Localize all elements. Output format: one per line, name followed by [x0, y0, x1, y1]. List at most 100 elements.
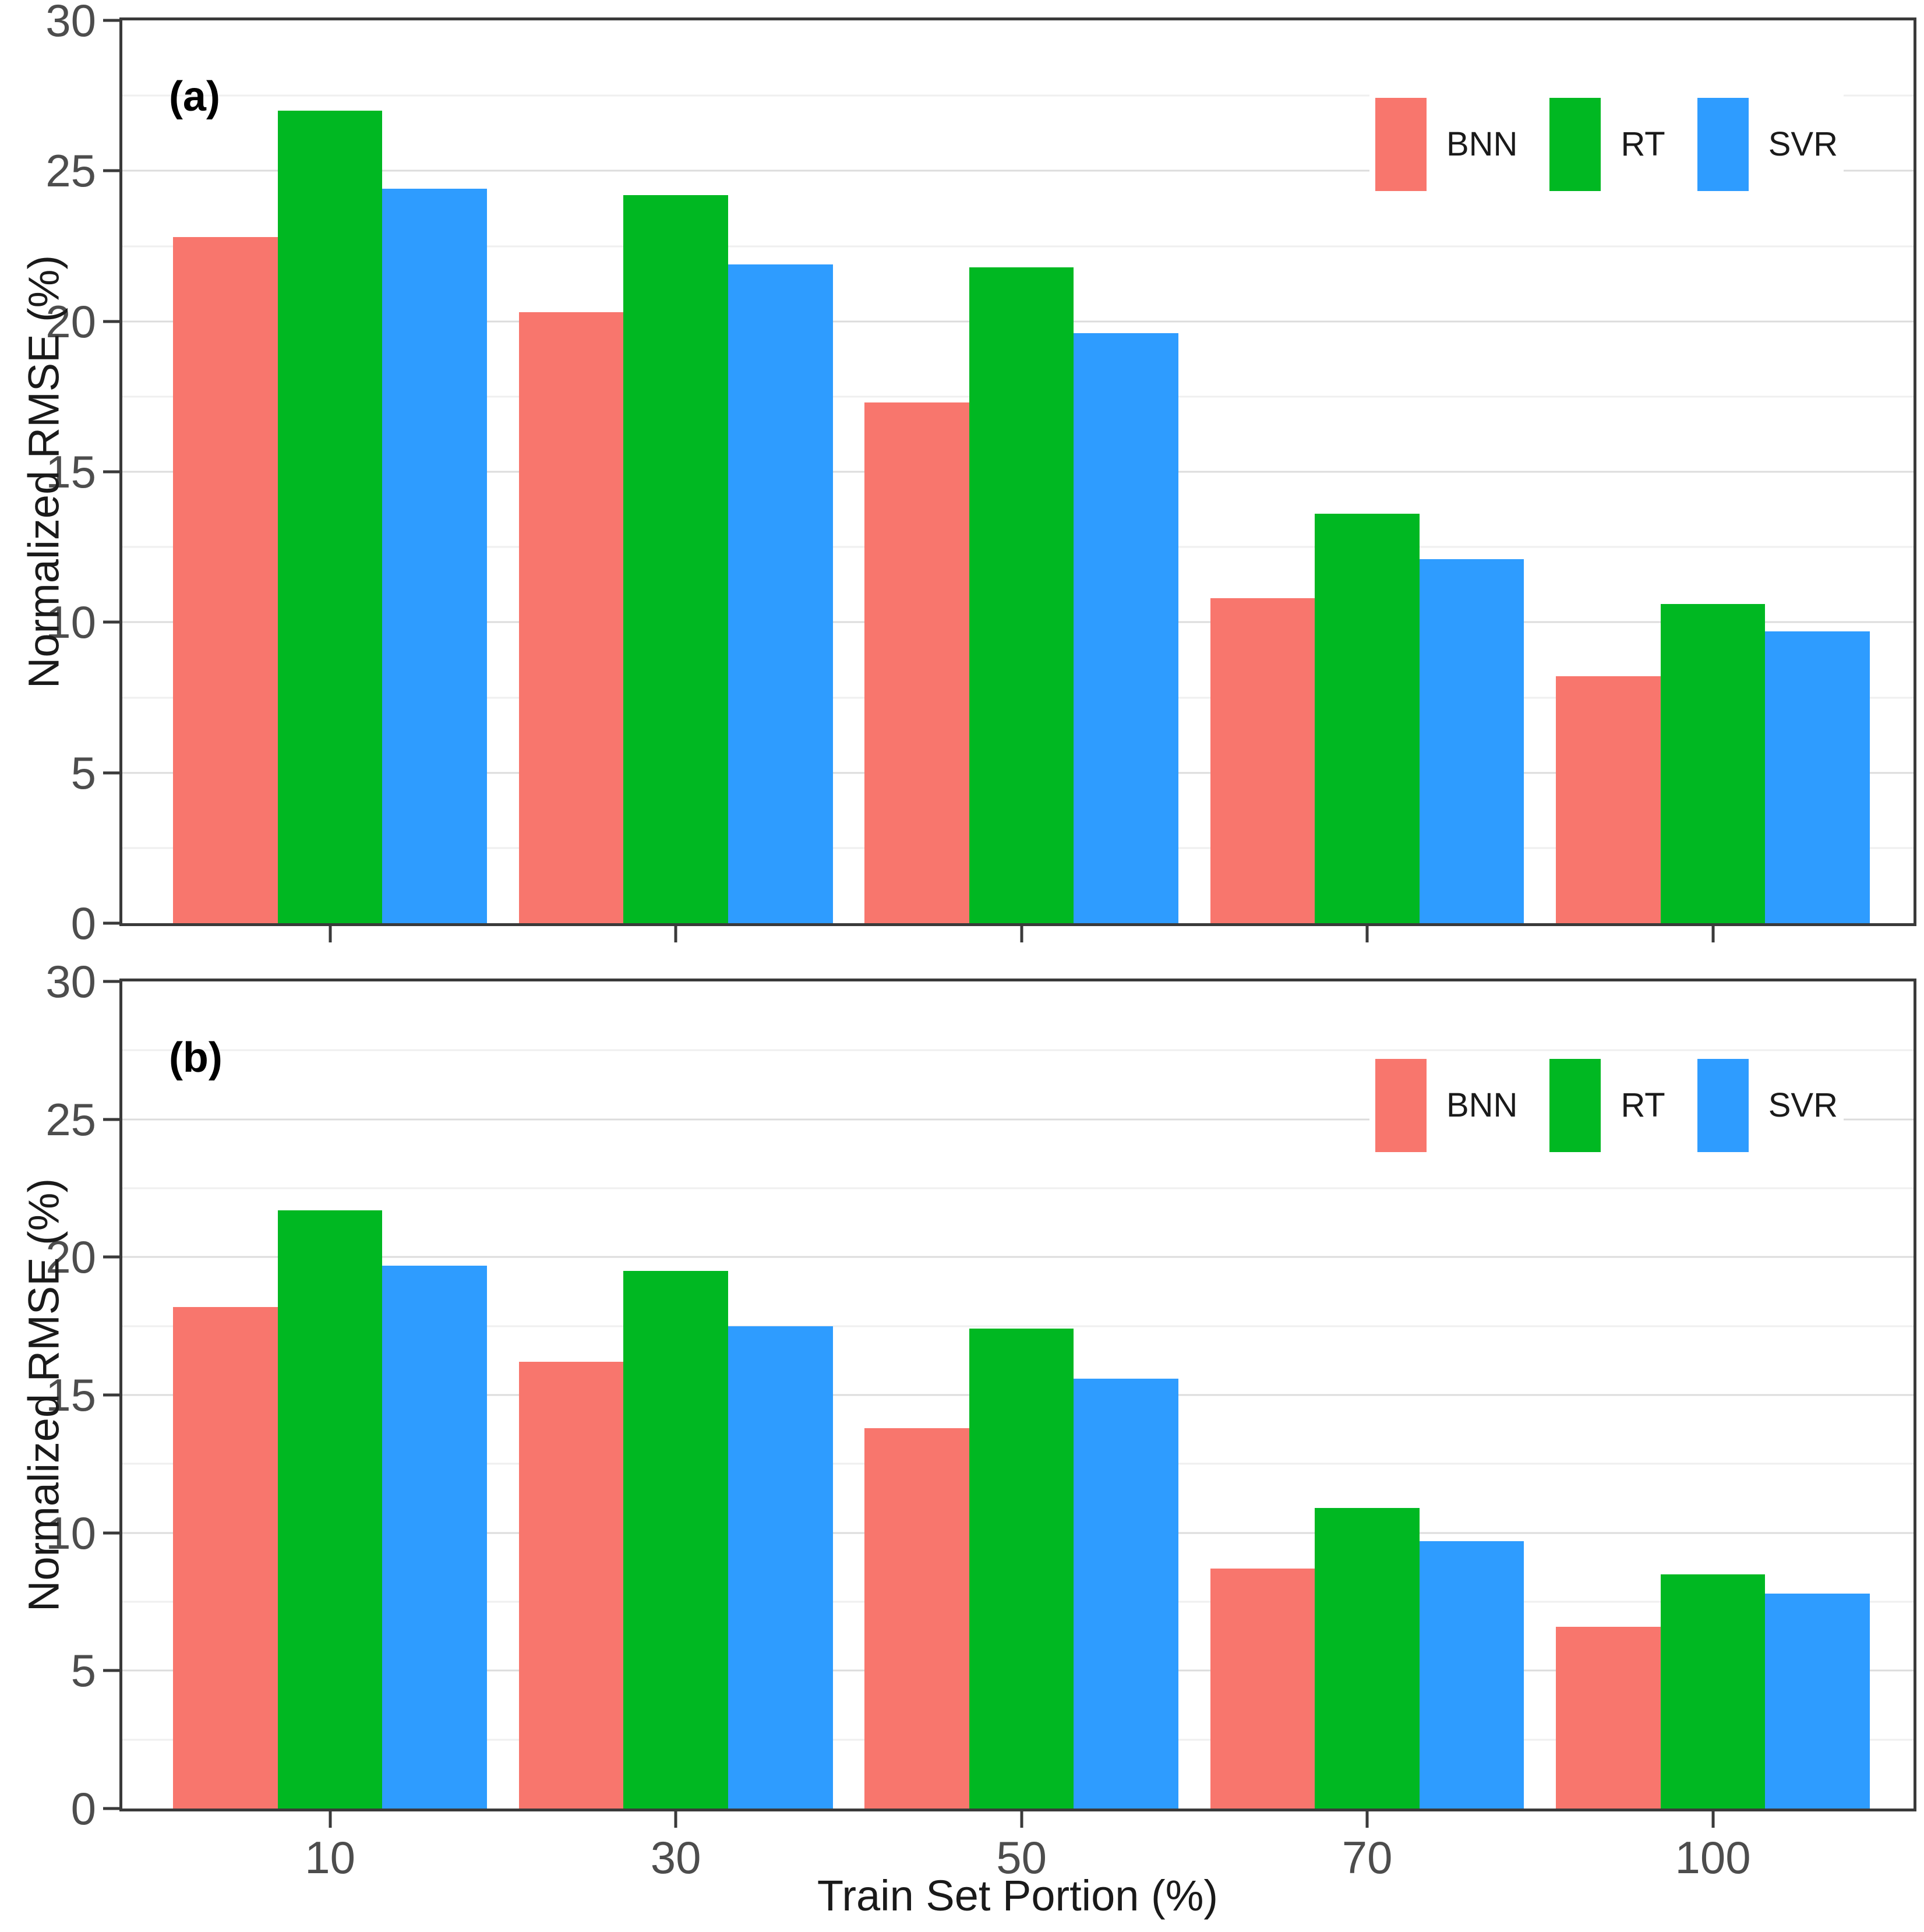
legend-label: RT [1621, 1086, 1665, 1124]
bar-bnn-10 [173, 1306, 278, 1809]
y-tick-label: 10 [45, 1507, 96, 1559]
bar-bnn-50 [864, 1428, 969, 1809]
bar-bnn-70 [1210, 598, 1315, 923]
y-tick-mark [103, 1118, 121, 1121]
bar-bnn-10 [173, 237, 278, 923]
legend-item-svr: SVR [1697, 1059, 1838, 1152]
y-tick-label: 30 [45, 956, 96, 1007]
y-tick-mark [103, 1807, 121, 1810]
x-tick-mark [1020, 925, 1023, 942]
bar-bnn-100 [1556, 1626, 1661, 1809]
y-tick-mark [103, 771, 121, 775]
x-tick-label: 70 [1341, 1832, 1393, 1883]
x-tick-mark [1711, 1810, 1715, 1828]
legend-key-bnn-swatch [1375, 1059, 1427, 1152]
panel-label: (b) [168, 1034, 223, 1081]
x-tick-mark [329, 1810, 332, 1828]
x-tick-mark [1365, 925, 1369, 942]
y-tick-label: 5 [70, 1645, 96, 1697]
legend-item-rt: RT [1549, 1059, 1665, 1152]
bar-rt-10 [277, 1210, 383, 1809]
gridline-minor [122, 94, 1914, 97]
gridline-major [122, 1256, 1914, 1258]
legend-label: SVR [1768, 1086, 1838, 1124]
bar-bnn-30 [518, 1362, 624, 1809]
bar-bnn-100 [1556, 676, 1661, 923]
y-tick-mark [103, 1393, 121, 1397]
legend-label: BNN [1446, 125, 1518, 163]
legend: BNN RT SVR [1369, 1054, 1844, 1157]
x-axis-title: Train Set Portion (%) [817, 1871, 1219, 1920]
bar-bnn-70 [1210, 1569, 1315, 1809]
bar-svr-30 [728, 1326, 833, 1809]
y-tick-mark [103, 320, 121, 323]
y-tick-mark [103, 980, 121, 983]
y-tick-mark [103, 921, 121, 925]
legend-item-rt: RT [1549, 98, 1665, 191]
bar-svr-50 [1074, 333, 1179, 923]
legend-key-rt-swatch [1549, 98, 1601, 191]
gridline-major [122, 169, 1914, 172]
bar-bnn-30 [518, 312, 624, 923]
bar-rt-50 [969, 1329, 1074, 1809]
gridline-major [122, 1118, 1914, 1121]
y-tick-mark [103, 19, 121, 22]
y-tick-label: 30 [45, 0, 96, 46]
y-tick-mark [103, 1531, 121, 1535]
chart-panel-b: 0 5 10 15 20 25 30 10 30 50 70 100 (b) BNN RT SVR [45, 959, 1916, 1880]
y-axis-title-text: Normalized RMSE (%) [19, 1178, 68, 1612]
bar-svr-50 [1074, 1378, 1179, 1809]
y-tick-mark [103, 620, 121, 624]
x-tick-mark [1020, 1810, 1023, 1828]
bar-rt-30 [623, 195, 728, 923]
bar-svr-30 [728, 264, 833, 923]
y-tick-label: 0 [70, 1783, 96, 1834]
legend-item-bnn: BNN [1375, 1059, 1517, 1152]
y-tick-label: 25 [45, 1093, 96, 1145]
legend-label: RT [1621, 125, 1665, 163]
legend-key-rt-swatch [1549, 1059, 1601, 1152]
x-tick-label: 10 [305, 1832, 356, 1883]
bar-svr-70 [1419, 559, 1524, 923]
bar-rt-70 [1315, 514, 1420, 923]
legend-label: BNN [1446, 1086, 1518, 1124]
y-axis-title-text: Normalized RMSE (%) [19, 255, 68, 689]
y-tick-label: 15 [45, 446, 96, 497]
y-tick-label: 10 [45, 596, 96, 648]
gridline-minor [122, 1325, 1914, 1327]
y-tick-mark [103, 470, 121, 474]
legend-item-svr: SVR [1697, 98, 1838, 191]
x-tick-label: 50 [996, 1832, 1047, 1883]
bar-rt-10 [277, 111, 383, 923]
x-tick-mark [329, 925, 332, 942]
x-tick-label: 100 [1675, 1832, 1751, 1883]
legend-label: SVR [1768, 125, 1838, 163]
bar-rt-50 [969, 267, 1074, 923]
bar-rt-100 [1660, 1574, 1766, 1809]
y-tick-mark [103, 1255, 121, 1259]
bar-rt-30 [623, 1271, 728, 1809]
bar-rt-100 [1660, 604, 1766, 923]
chart-panel-a: 0 5 10 15 20 25 30 (a) BNN RT SVR [45, 0, 1916, 946]
legend-key-svr-swatch [1697, 98, 1749, 191]
bar-bnn-50 [864, 402, 969, 923]
x-tick-mark [674, 1810, 677, 1828]
y-tick-label: 20 [45, 1231, 96, 1283]
bar-svr-100 [1765, 631, 1870, 923]
legend-item-bnn: BNN [1375, 98, 1517, 191]
x-tick-mark [1365, 1810, 1369, 1828]
gridline-minor [122, 1049, 1914, 1051]
bar-svr-100 [1765, 1593, 1870, 1809]
bar-rt-70 [1315, 1508, 1420, 1809]
y-tick-mark [103, 169, 121, 172]
y-tick-mark [103, 1669, 121, 1672]
y-tick-label: 20 [45, 295, 96, 347]
gridline-minor [122, 1187, 1914, 1189]
y-tick-label: 0 [70, 898, 96, 949]
bar-svr-10 [382, 1265, 488, 1809]
y-tick-label: 15 [45, 1369, 96, 1421]
legend: BNN RT SVR [1369, 93, 1844, 196]
x-tick-mark [1711, 925, 1715, 942]
x-tick-mark [674, 925, 677, 942]
